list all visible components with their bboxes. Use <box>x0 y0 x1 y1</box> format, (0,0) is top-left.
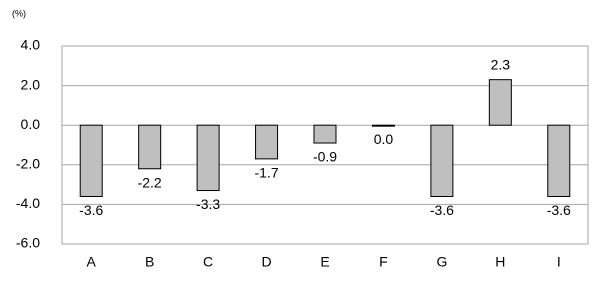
unit-label: (%) <box>12 8 26 18</box>
x-tick-label: B <box>145 254 154 270</box>
data-label: -3.6 <box>547 202 571 218</box>
data-label: -0.9 <box>313 149 337 165</box>
bar <box>371 124 395 127</box>
bar <box>255 124 279 160</box>
x-tick-label: F <box>379 254 388 270</box>
x-tick-label: I <box>557 254 561 270</box>
x-tick-label: D <box>261 254 271 270</box>
data-label: -2.2 <box>138 174 162 190</box>
y-tick-label: 0.0 <box>21 116 41 132</box>
bar <box>430 124 454 197</box>
bar <box>138 124 162 170</box>
bar <box>488 79 512 126</box>
bar <box>313 124 337 144</box>
y-tick-label: -4.0 <box>16 195 40 211</box>
y-tick-label: 2.0 <box>21 76 41 92</box>
y-tick-label: -6.0 <box>16 235 40 251</box>
data-label: -3.3 <box>196 196 220 212</box>
bar <box>79 124 103 197</box>
x-tick-label: H <box>495 254 505 270</box>
data-label: 0.0 <box>374 131 394 147</box>
x-tick-label: E <box>320 254 329 270</box>
bar <box>196 124 220 192</box>
y-tick-label: 4.0 <box>21 37 41 53</box>
data-label: -3.6 <box>79 202 103 218</box>
y-tick-label: -2.0 <box>16 156 40 172</box>
data-label: 2.3 <box>491 56 511 72</box>
x-tick-label: A <box>87 254 97 270</box>
data-label: -1.7 <box>254 165 278 181</box>
bar <box>547 124 571 197</box>
x-tick-label: C <box>203 254 213 270</box>
data-label: -3.6 <box>430 202 454 218</box>
x-tick-label: G <box>436 254 447 270</box>
